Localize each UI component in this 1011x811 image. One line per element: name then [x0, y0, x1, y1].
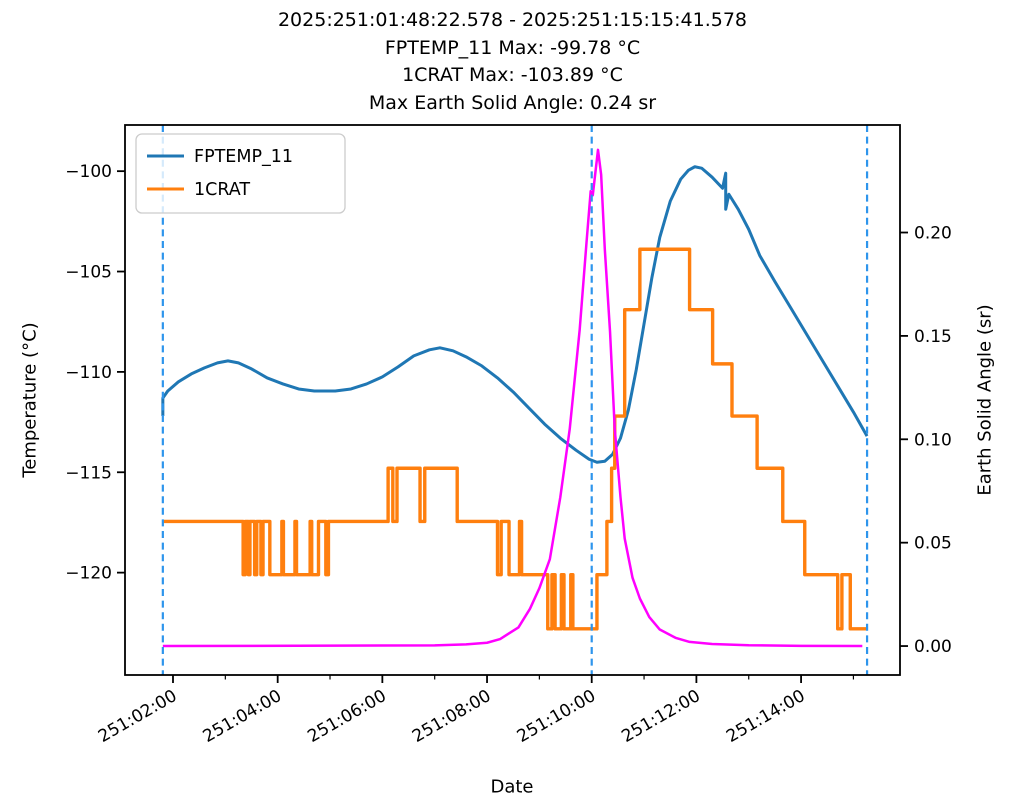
y-right-tick-label: 0.15 — [914, 327, 952, 347]
y-left-tick-label: −100 — [65, 162, 112, 182]
x-tick-label: 251:06:00 — [304, 686, 389, 747]
x-tick-label: 251:12:00 — [618, 686, 703, 747]
x-tick-label: 251:14:00 — [723, 686, 808, 747]
temperature-axis-label: Temperature (°C) — [19, 322, 41, 478]
series-fptemp-11 — [161, 165, 869, 464]
chart-title-range: 2025:251:01:48:22.578 - 2025:251:15:15:4… — [277, 9, 748, 31]
x-tick-label: 251:04:00 — [200, 686, 285, 747]
chart-title: 2025:251:01:48:22.578 - 2025:251:15:15:4… — [125, 7, 900, 117]
y-left-tick-label: −120 — [65, 564, 112, 584]
y-right-tick-label: 0.00 — [914, 637, 952, 657]
legend-box — [135, 133, 346, 214]
y-left-tick-label: −110 — [65, 363, 112, 383]
legend-label-1crat: 1CRAT — [194, 180, 250, 200]
y-right-tick-label: 0.05 — [914, 534, 952, 554]
date-axis-label: Date — [490, 776, 534, 798]
x-tick-label: 251:10:00 — [514, 686, 599, 747]
x-tick-label: 251:02:00 — [95, 686, 180, 747]
y-left-tick-label: −115 — [65, 463, 112, 483]
solid-angle-axis-label: Earth Solid Angle (sr) — [974, 304, 996, 496]
legend-label-fptemp_11: FPTEMP_11 — [194, 147, 293, 167]
series-1crat — [162, 247, 868, 631]
y-left-tick-label: −105 — [65, 263, 112, 283]
chart-title-crat-max: 1CRAT Max: -103.89 °C — [402, 64, 623, 86]
chart-title-solid-angle-max: Max Earth Solid Angle: 0.24 sr — [368, 91, 657, 114]
y-right-tick-label: 0.10 — [914, 430, 952, 450]
series-earth-solid-angle — [162, 148, 863, 648]
y-right-tick-label: 0.20 — [914, 224, 952, 244]
plot-border — [124, 124, 901, 676]
x-tick-label: 251:08:00 — [409, 686, 494, 747]
chart-title-fptemp-max: FPTEMP_11 Max: -99.78 °C — [384, 36, 641, 59]
